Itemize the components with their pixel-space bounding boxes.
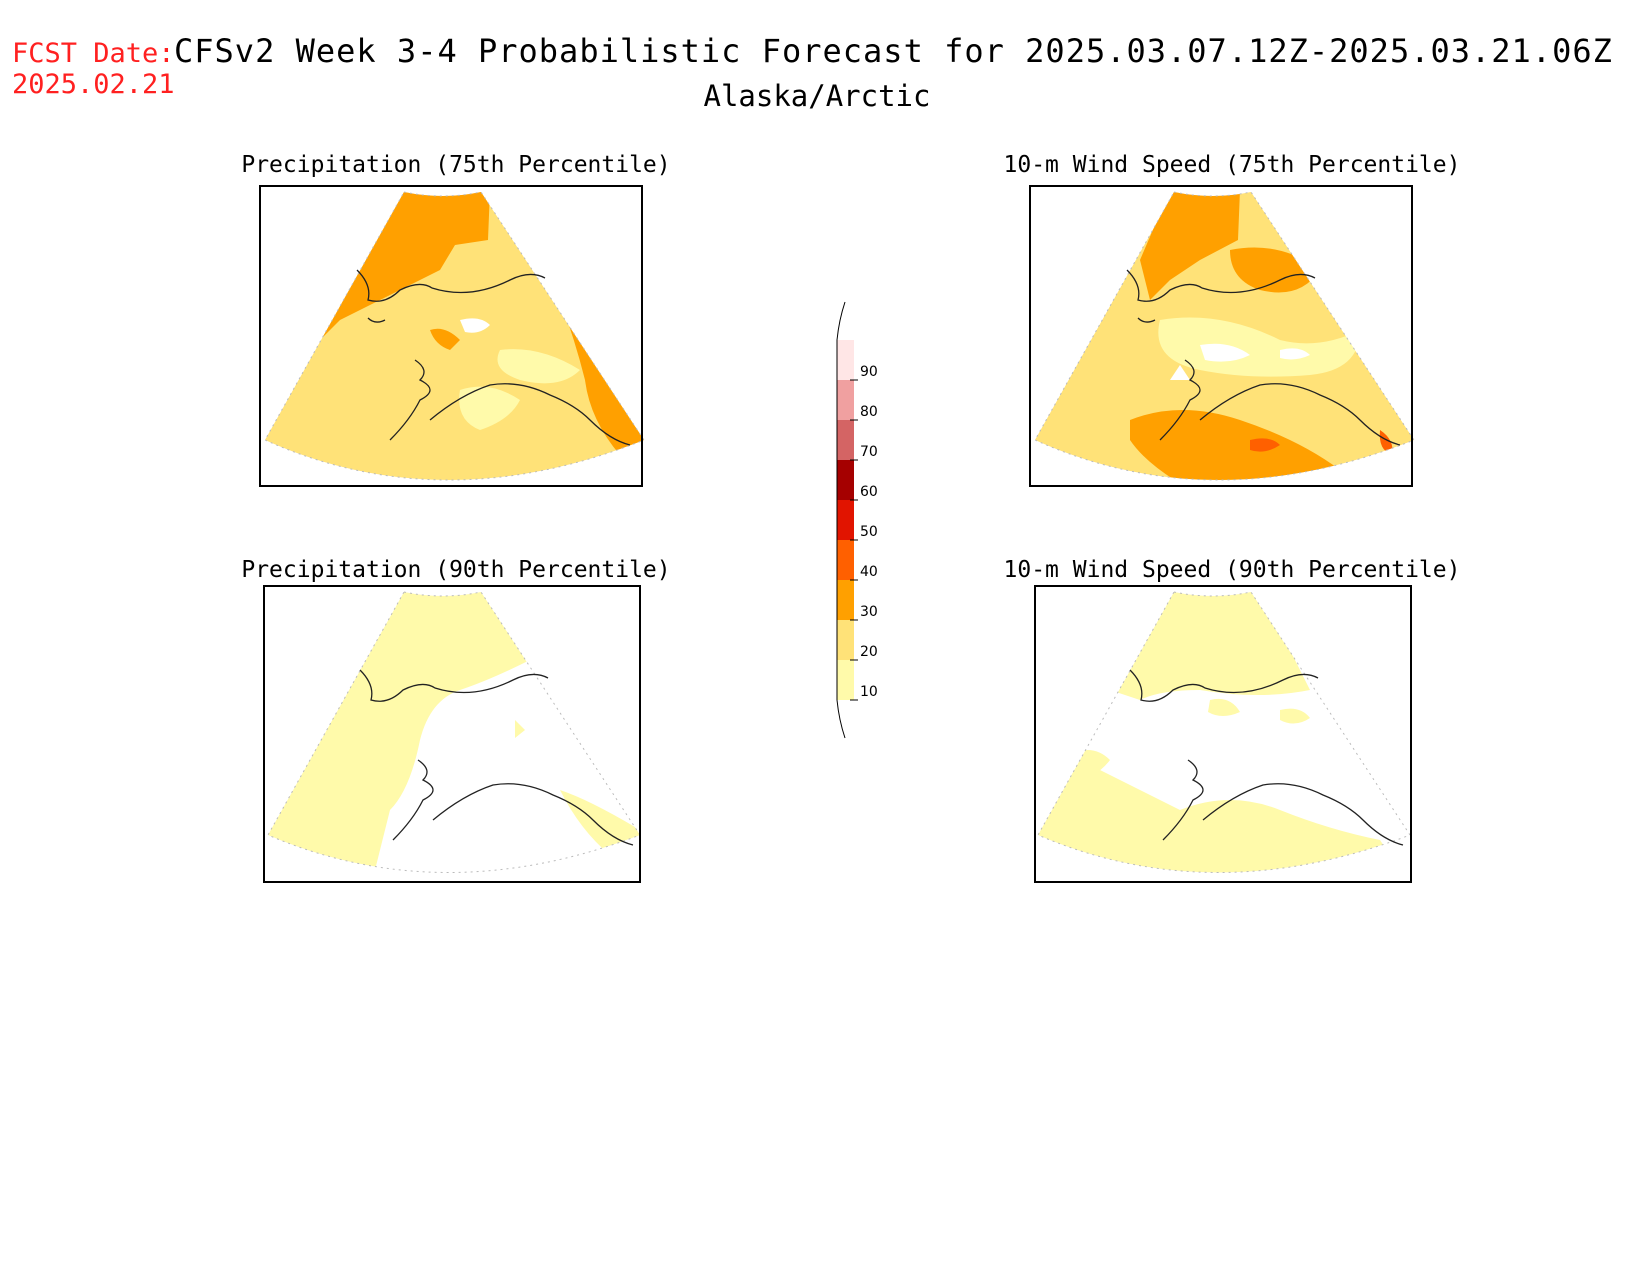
colorbar-legend: 10 20 30 40 50 60 70 80 90 bbox=[836, 301, 878, 739]
fcst-date-label: FCST Date: bbox=[12, 38, 175, 69]
colorbar-top-arrow bbox=[836, 301, 846, 341]
colorbar-label: 10 bbox=[860, 684, 878, 700]
colorbar-label: 20 bbox=[860, 644, 878, 660]
panel-title-wind-75: 10-m Wind Speed (75th Percentile) bbox=[1004, 152, 1461, 178]
colorbar-bottom-arrow bbox=[836, 699, 846, 739]
panel-title-precip-75: Precipitation (75th Percentile) bbox=[241, 152, 670, 178]
colorbar-swatch bbox=[837, 540, 854, 580]
fcst-date-value: 2025.02.21 bbox=[12, 69, 175, 100]
map-panel-precip-75 bbox=[259, 185, 645, 487]
map-panel-wind-90 bbox=[1034, 585, 1412, 883]
colorbar-label: 80 bbox=[860, 404, 878, 420]
colorbar-label: 30 bbox=[860, 604, 878, 620]
colorbar-swatch bbox=[837, 340, 854, 380]
colorbar-label: 40 bbox=[860, 564, 878, 580]
colorbar-swatch bbox=[837, 380, 854, 420]
colorbar-label: 50 bbox=[860, 524, 878, 540]
colorbar-swatch bbox=[837, 460, 854, 500]
colorbar-label: 90 bbox=[860, 364, 878, 380]
colorbar-label: 70 bbox=[860, 444, 878, 460]
colorbar-label: 60 bbox=[860, 484, 878, 500]
figure-title: CFSv2 Week 3-4 Probabilistic Forecast fo… bbox=[174, 32, 1613, 70]
colorbar-swatch bbox=[837, 620, 854, 660]
colorbar-swatch bbox=[837, 500, 854, 540]
panel-title-precip-90: Precipitation (90th Percentile) bbox=[241, 557, 670, 583]
colorbar-swatch bbox=[837, 660, 854, 700]
map-panel-wind-75 bbox=[1029, 185, 1415, 487]
colorbar-swatch bbox=[837, 580, 854, 620]
colorbar-swatch bbox=[837, 420, 854, 460]
map-panel-precip-90 bbox=[263, 585, 641, 883]
panel-title-wind-90: 10-m Wind Speed (90th Percentile) bbox=[1004, 557, 1461, 583]
region-title: Alaska/Arctic bbox=[704, 79, 931, 113]
